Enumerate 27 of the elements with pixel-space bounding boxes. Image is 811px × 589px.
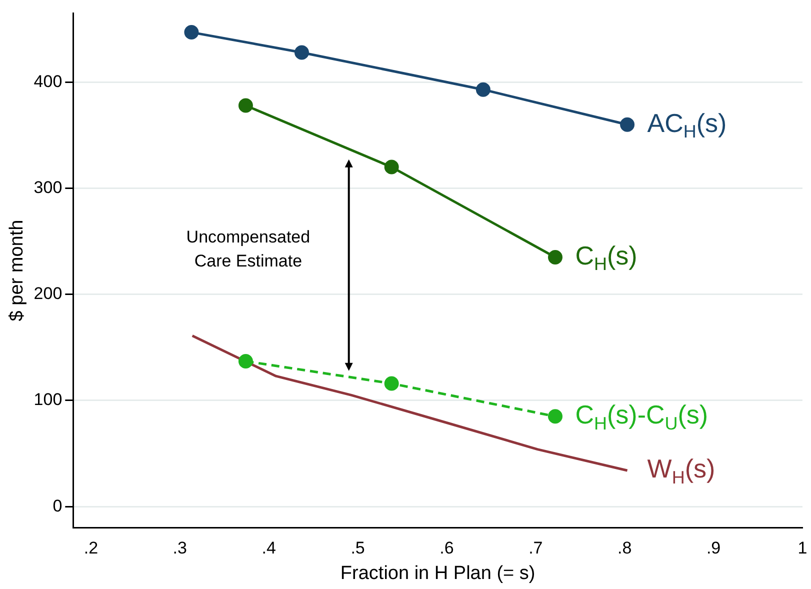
point [384,160,399,174]
y-tick-label: 300 [34,178,62,197]
x-tick-label: .6 [440,538,454,558]
annotation: Uncompensated Care Estimate [186,227,310,270]
x-tick-label: .7 [528,538,543,558]
x-tick-label: .3 [172,538,187,558]
y-tick-label: 400 [34,72,62,91]
x-tick-label: .5 [350,538,365,558]
y-tick-label: 0 [52,496,62,516]
x-tick-label: 1 [798,538,808,558]
point [384,376,399,391]
point [548,250,562,264]
point [238,98,253,113]
x-tick-label: .2 [84,538,98,558]
point [294,45,309,60]
point [238,354,253,368]
x-tick-label: .8 [618,538,632,558]
x-tick-label: .4 [262,538,276,558]
y-tick-label: 200 [34,284,62,304]
y-axis-title: $ per month [6,220,28,322]
point [548,409,562,424]
point [184,25,199,40]
point [476,82,490,97]
point [620,117,635,132]
y-tick-label: 100 [34,390,62,410]
x-tick-label: .9 [706,538,721,558]
x-axis-title: Fraction in H Plan (= s) [340,562,536,584]
